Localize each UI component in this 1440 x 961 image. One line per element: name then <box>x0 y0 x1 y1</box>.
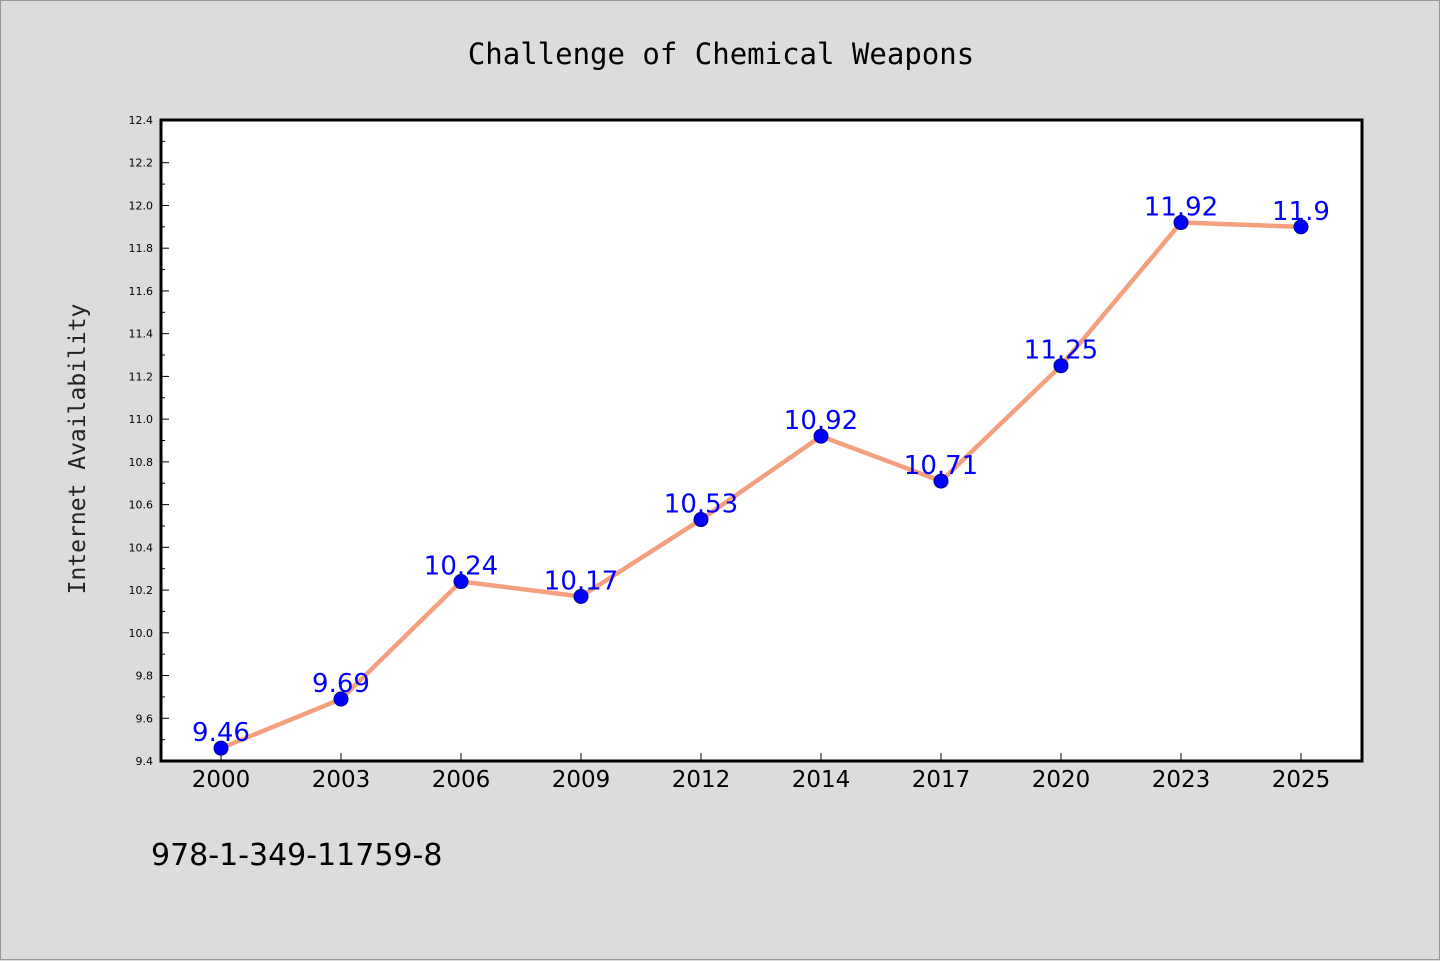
y-tick-label: 11.8 <box>129 242 154 255</box>
data-label: 10.92 <box>784 406 858 436</box>
data-points <box>213 215 1309 756</box>
y-tick-label: 12.4 <box>129 114 154 127</box>
data-label: 11.92 <box>1144 193 1218 223</box>
x-tick-label: 2000 <box>192 767 251 793</box>
chart-title: Challenge of Chemical Weapons <box>468 37 974 71</box>
data-labels: 9.46 9.69 10.24 10.17 10.53 10.92 10.71 11.25 11… <box>192 193 1330 749</box>
data-point <box>573 588 589 604</box>
series-line <box>218 220 1304 751</box>
data-label: 10.24 <box>424 552 498 582</box>
footer-identifier: 978-1-349-11759-8 <box>151 838 442 873</box>
data-point <box>933 473 949 489</box>
y-tick-label: 10.4 <box>129 541 154 554</box>
data-label: 11.25 <box>1024 336 1098 366</box>
y-tick-label: 9.6 <box>136 712 154 725</box>
y-tick-label: 11.4 <box>129 328 154 341</box>
x-tick-label: 2025 <box>1272 767 1331 793</box>
data-label: 10.17 <box>544 566 618 596</box>
y-tick-label: 12.0 <box>129 199 154 212</box>
data-point <box>213 740 229 756</box>
data-label: 9.69 <box>312 669 370 699</box>
y-tick-label: 9.4 <box>136 755 154 768</box>
data-point <box>333 691 349 707</box>
data-point <box>1173 215 1189 231</box>
data-label: 10.71 <box>904 451 978 481</box>
y-tick-label: 10.0 <box>129 627 154 640</box>
data-label: 9.46 <box>192 718 250 748</box>
data-point <box>693 512 709 528</box>
y-tick-label: 11.6 <box>129 285 154 298</box>
y-axis: 9.4 9.6 9.8 10.0 10.2 10.4 10.6 10.8 11.0 11.2 11.… <box>129 114 169 768</box>
plot-area <box>159 118 1364 763</box>
data-point <box>453 574 469 590</box>
x-tick-label: 2009 <box>552 767 611 793</box>
y-tick-label: 10.2 <box>129 584 154 597</box>
x-axis: 2000 2003 2006 2009 2012 2014 2017 2020 2023 2025 <box>192 753 1331 793</box>
data-point <box>1293 219 1309 235</box>
x-tick-label: 2012 <box>672 767 731 793</box>
y-tick-label: 9.8 <box>136 670 154 683</box>
x-tick-label: 2014 <box>792 767 851 793</box>
data-label: 10.53 <box>664 490 738 520</box>
y-tick-label: 11.0 <box>129 413 154 426</box>
x-tick-label: 2023 <box>1152 767 1211 793</box>
y-axis-label: Internet Availability <box>65 304 91 595</box>
x-tick-label: 2020 <box>1032 767 1091 793</box>
data-point <box>813 428 829 444</box>
y-tick-label: 10.6 <box>129 499 154 512</box>
y-tick-label: 11.2 <box>129 370 154 383</box>
series-line-group <box>218 220 1304 751</box>
x-tick-label: 2006 <box>432 767 491 793</box>
y-tick-label: 12.2 <box>129 157 154 170</box>
x-tick-label: 2003 <box>312 767 371 793</box>
data-label: 11.9 <box>1272 197 1330 227</box>
x-tick-label: 2017 <box>912 767 971 793</box>
data-point <box>1053 358 1069 374</box>
y-tick-label: 10.8 <box>129 456 154 469</box>
